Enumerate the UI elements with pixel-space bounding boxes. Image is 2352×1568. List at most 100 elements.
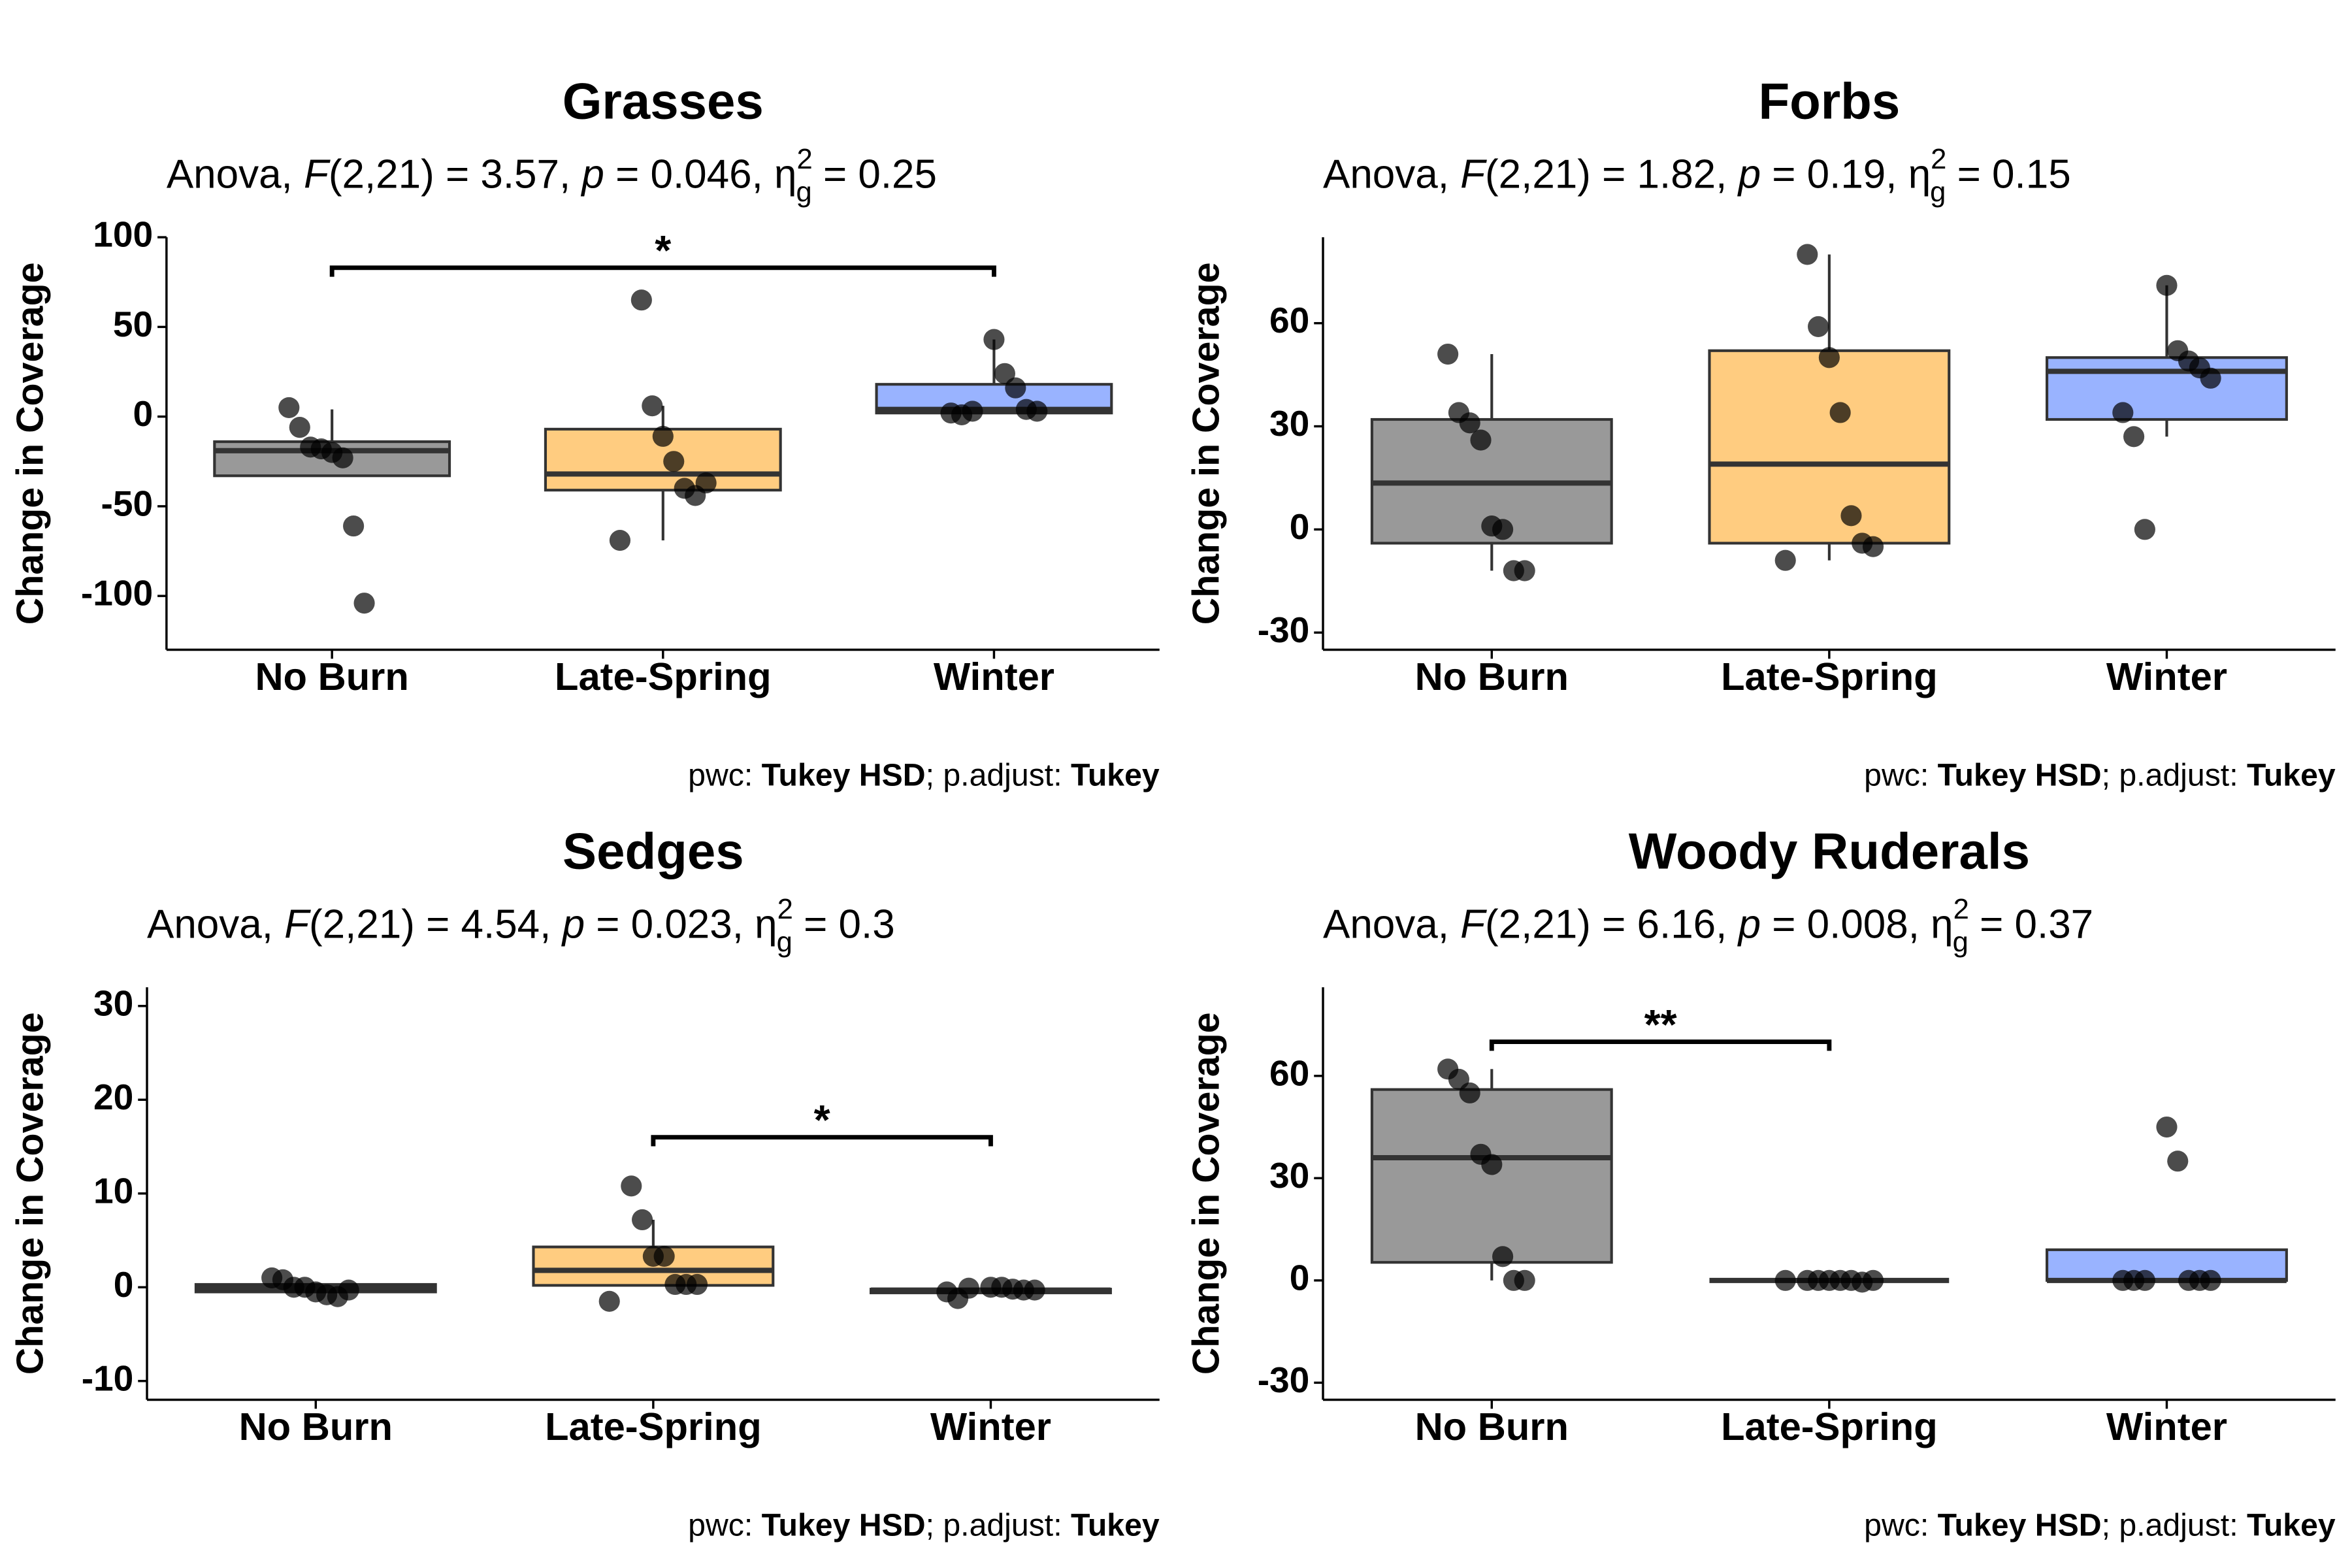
data-point — [1514, 1269, 1535, 1291]
y-axis-label: Change in Coverage — [10, 262, 52, 625]
data-point — [1514, 560, 1535, 581]
data-point — [598, 1290, 620, 1312]
x-tick-label: No Burn — [1415, 1405, 1569, 1448]
subtitle-part: 2 — [1931, 144, 1946, 175]
panel-title: Sedges — [563, 823, 744, 880]
panel: Forbs Anova, F(2,21) = 1.82, p = 0.19, η2… — [1186, 73, 2336, 793]
data-point — [1026, 400, 1048, 422]
x-tick-label: Winter — [2106, 1405, 2227, 1448]
subtitle-part: F — [304, 152, 331, 197]
data-point — [2123, 426, 2145, 448]
data-point — [2156, 1116, 2178, 1138]
box — [1708, 349, 1951, 545]
caption-part: Tukey — [1071, 757, 1160, 792]
y-tick-label: 60 — [1269, 300, 1309, 340]
subtitle-part: 2 — [796, 144, 812, 175]
data-point — [958, 1277, 979, 1299]
data-point — [1840, 505, 1862, 527]
caption-part: ; p.adjust: — [2102, 757, 2247, 792]
subtitle: Anova, F(2,21) = 6.16, p = 0.008, η2 g = … — [1323, 894, 2093, 958]
significance-bracket — [329, 265, 996, 277]
data-point — [343, 515, 365, 537]
subtitle-part: F — [1460, 902, 1487, 947]
y-tick-label: 20 — [93, 1077, 133, 1117]
y-tick-label: 30 — [93, 983, 133, 1023]
data-point — [983, 329, 1005, 350]
data-point — [994, 363, 1015, 384]
caption-part: pwc: — [688, 757, 762, 792]
x-tick-label: Late-Spring — [1721, 1405, 1938, 1448]
y-axis-label: Change in Coverage — [10, 1012, 52, 1375]
data-point — [289, 417, 310, 438]
caption-part: ; p.adjust: — [926, 1507, 1071, 1543]
data-point — [642, 395, 663, 417]
caption-part: Tukey — [2247, 1507, 2336, 1543]
data-point — [2134, 519, 2155, 540]
x-tick-label: Winter — [2106, 655, 2227, 698]
y-tick-label: -100 — [81, 573, 153, 613]
box — [1370, 1088, 1613, 1264]
data-point — [652, 425, 674, 447]
data-point — [332, 447, 353, 468]
panel: Woody Ruderals Anova, F(2,21) = 6.16, p =… — [1186, 823, 2336, 1543]
panel: Sedges Anova, F(2,21) = 4.54, p = 0.023, … — [10, 823, 1160, 1543]
subtitle-part: (2,21) = 6.16, — [1485, 902, 1739, 947]
data-point — [2200, 367, 2221, 389]
data-point — [621, 1175, 642, 1197]
x-tick-label: No Burn — [239, 1405, 393, 1448]
data-point — [338, 1279, 359, 1301]
x-tick-label: No Burn — [255, 655, 408, 698]
subtitle-part: p — [561, 902, 585, 947]
x-tick-label: No Burn — [1415, 655, 1569, 698]
caption-part: pwc: — [1864, 757, 1938, 792]
data-point — [1797, 244, 1818, 265]
subtitle-part: = 0.19, η — [1761, 152, 1931, 197]
significance-label: ** — [1644, 1001, 1677, 1048]
data-point — [1005, 377, 1026, 399]
y-axis-label: Change in Coverage — [1186, 262, 1228, 625]
caption: pwc: Tukey HSD; p.adjust: Tukey — [1864, 1507, 2336, 1543]
data-point — [2156, 274, 2178, 296]
data-point — [632, 1209, 653, 1231]
significance-label: * — [814, 1096, 830, 1143]
data-point — [1459, 1082, 1480, 1103]
subtitle-part: = 0.37 — [1968, 902, 2093, 947]
subtitle-part: = 0.046, η — [604, 152, 797, 197]
significance-label: * — [655, 227, 671, 274]
caption-part: Tukey HSD — [1938, 757, 2102, 792]
subtitle-part: p — [1737, 902, 1761, 947]
y-tick-label: 100 — [93, 214, 153, 255]
caption-part: Tukey HSD — [762, 1507, 926, 1543]
data-point — [1437, 343, 1459, 365]
y-tick-label: 60 — [1269, 1053, 1309, 1093]
caption-part: Tukey — [2247, 757, 2336, 792]
subtitle-part: p — [1737, 152, 1761, 197]
subtitle-part: F — [284, 902, 311, 947]
subtitle-part: (2,21) = 1.82, — [1485, 152, 1739, 197]
subtitle-part: Anova, — [1323, 152, 1460, 197]
data-point — [1862, 536, 1884, 557]
box — [2046, 356, 2288, 421]
y-tick-label: 10 — [93, 1170, 133, 1211]
data-point — [1024, 1279, 1045, 1301]
y-tick-label: -30 — [1258, 610, 1310, 650]
box — [2046, 1248, 2288, 1282]
x-tick-label: Late-Spring — [1721, 655, 1938, 698]
data-point — [630, 289, 652, 311]
data-point — [2134, 1269, 2155, 1291]
data-point — [278, 397, 300, 418]
subtitle-part: = 0.25 — [812, 152, 937, 197]
subtitle-part: (2,21) = 4.54, — [309, 902, 563, 947]
y-tick-label: 0 — [133, 393, 154, 434]
y-tick-label: 30 — [1269, 1155, 1309, 1196]
y-tick-label: 0 — [1290, 506, 1310, 547]
data-point — [1862, 1269, 1884, 1291]
subtitle-part: Anova, — [167, 152, 304, 197]
subtitle-part: g — [1930, 176, 1946, 208]
subtitle-part: p — [580, 152, 604, 197]
caption-part: Tukey HSD — [762, 757, 926, 792]
y-tick-label: 30 — [1269, 403, 1309, 444]
x-tick-label: Winter — [934, 655, 1054, 698]
